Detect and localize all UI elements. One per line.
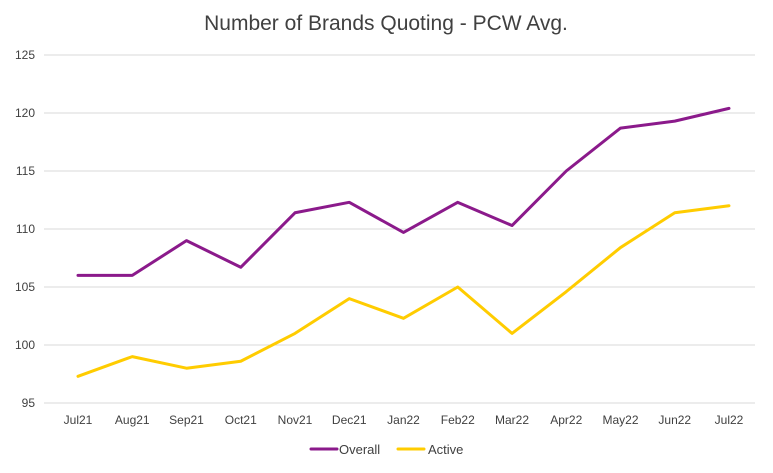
gridlines	[44, 54, 755, 404]
x-tick-label: Mar22	[495, 413, 529, 427]
y-tick-label: 125	[15, 48, 35, 62]
y-tick-label: 100	[15, 338, 35, 352]
legend-label-overall: Overall	[339, 442, 380, 457]
x-tick-label: Feb22	[441, 413, 475, 427]
x-tick-label: Apr22	[550, 413, 582, 427]
y-tick-label: 105	[15, 280, 35, 294]
x-tick-label: Jul21	[64, 413, 93, 427]
x-tick-label: Nov21	[278, 413, 313, 427]
y-tick-label: 95	[22, 396, 36, 410]
x-tick-label: Jan22	[387, 413, 420, 427]
x-tick-label: Dec21	[332, 413, 367, 427]
series-line-overall	[76, 106, 731, 277]
series-lines	[76, 106, 731, 378]
x-axis-ticks: Jul21 Aug21 Sep21 Oct21 Nov21 Dec21 Jan22 Feb22…	[64, 413, 744, 427]
x-tick-label: Jul22	[715, 413, 744, 427]
legend-label-active: Active	[428, 442, 463, 457]
x-tick-label: May22	[602, 413, 638, 427]
y-tick-label: 120	[15, 106, 35, 120]
x-tick-label: Oct21	[225, 413, 257, 427]
y-tick-label: 110	[16, 222, 35, 236]
y-axis-ticks: 95 100 105 110 115 120 125	[15, 48, 35, 410]
chart-title: Number of Brands Quoting - PCW Avg.	[204, 12, 568, 35]
y-tick-label: 115	[16, 164, 35, 178]
x-tick-label: Aug21	[115, 413, 150, 427]
x-tick-label: Jun22	[658, 413, 691, 427]
x-tick-label: Sep21	[169, 413, 204, 427]
legend: Overall Active	[309, 442, 463, 457]
